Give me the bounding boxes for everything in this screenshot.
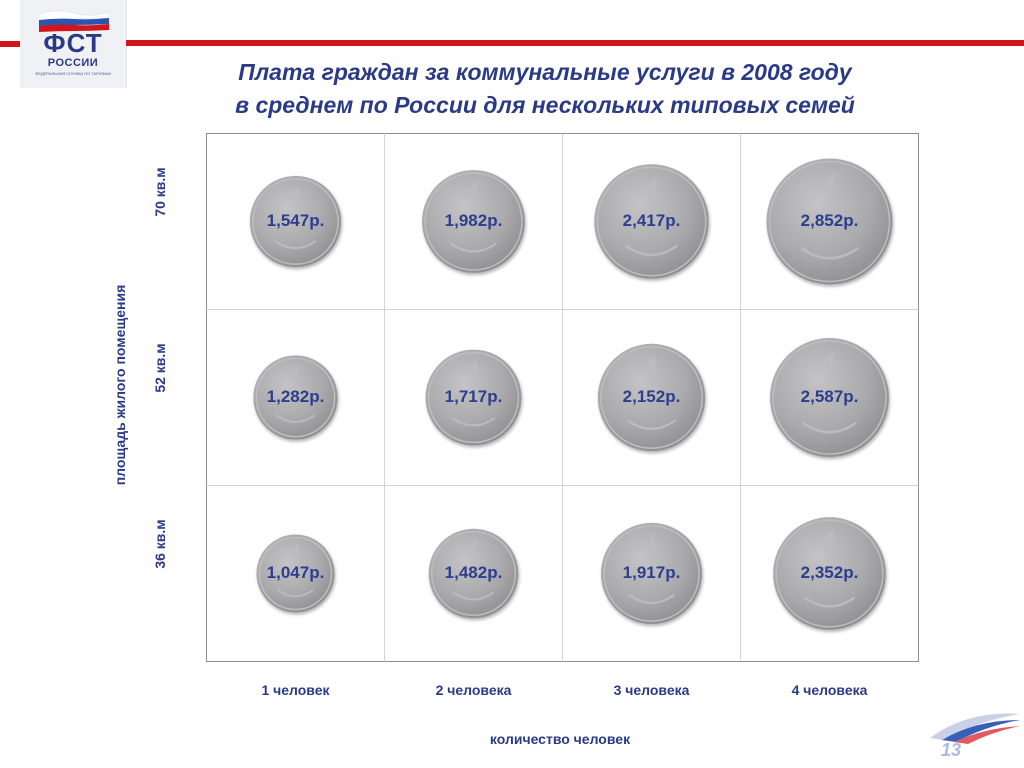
coin-emboss <box>800 247 859 260</box>
coin-circle <box>594 164 709 279</box>
coin-marker <box>773 517 886 630</box>
coin-emboss <box>450 242 497 253</box>
coin-marker <box>600 522 703 625</box>
coin-emboss <box>291 543 299 567</box>
swoosh-logo-icon <box>930 713 1020 744</box>
coin-marker <box>597 343 706 452</box>
value-label: 2,417р. <box>622 210 681 230</box>
coin-rim <box>258 536 333 611</box>
column-label: 4 человека <box>791 682 868 698</box>
coin-emboss <box>468 360 477 390</box>
coin-rim <box>596 166 707 277</box>
coin-rim <box>255 357 336 438</box>
coin-emboss <box>823 529 834 565</box>
page-number: 13 <box>940 740 962 760</box>
coin-rim <box>252 178 339 265</box>
x-axis-label: количество человек <box>489 731 631 747</box>
coin-rim <box>600 346 703 449</box>
coin-emboss <box>802 422 857 434</box>
y-axis-label: площадь жилого помещения <box>112 284 128 486</box>
value-label: 1,717р. <box>444 386 503 406</box>
coin-marker <box>428 528 519 619</box>
chart-title-block: Плата граждан за коммунальные услуги в 2… <box>150 56 940 122</box>
value-label: 2,587р. <box>800 386 859 406</box>
column-label: 1 человек <box>261 682 330 698</box>
logo-sub-text: РОССИИ <box>47 57 99 69</box>
row-label: 70 кв.м <box>152 166 168 217</box>
coin-emboss <box>823 172 834 211</box>
header-red-line <box>126 40 1024 46</box>
coin-emboss <box>290 185 299 214</box>
coin-circle <box>773 517 886 630</box>
coin-rim <box>427 351 520 444</box>
value-label: 1,047р. <box>266 562 325 582</box>
coin-emboss <box>646 534 655 566</box>
value-label: 1,917р. <box>622 562 681 582</box>
coin-emboss <box>453 591 494 601</box>
coin-emboss <box>291 364 299 391</box>
value-label: 2,352р. <box>800 562 859 582</box>
coin-emboss <box>468 181 477 213</box>
column-label: 2 человека <box>435 682 512 698</box>
coin-circle <box>770 338 889 457</box>
coin-circle <box>425 349 522 446</box>
coin-circle <box>597 343 706 452</box>
coin-marker <box>256 534 335 613</box>
coin-emboss <box>274 240 317 250</box>
coins-layer <box>249 158 893 630</box>
row-label: 52 кв.м <box>152 342 168 393</box>
value-label: 2,152р. <box>622 386 681 406</box>
coin-marker <box>594 164 709 279</box>
value-label: 2,852р. <box>800 210 859 230</box>
coin-circle <box>249 175 342 268</box>
coin-emboss <box>451 417 496 427</box>
coin-rim <box>424 172 523 271</box>
chart-subtitle: в среднем по России для нескольких типов… <box>235 92 855 118</box>
logo: ФСТ РОССИИ ФЕДЕРАЛЬНАЯ СЛУЖБА ПО ТАРИФАМ <box>20 0 127 88</box>
coin-rim <box>768 160 891 283</box>
coin-emboss <box>628 594 675 605</box>
coin-emboss <box>469 538 477 567</box>
coin-circle <box>256 534 335 613</box>
coin-marker <box>425 349 522 446</box>
value-label: 1,982р. <box>444 210 503 230</box>
coin-emboss <box>823 351 834 388</box>
coin-marker <box>422 170 525 273</box>
coin-marker <box>770 338 889 457</box>
coin-circle <box>600 522 703 625</box>
header-red-line-left <box>0 41 20 47</box>
coin-emboss <box>276 414 315 423</box>
flag-icon <box>39 10 109 32</box>
column-label: 3 человека <box>613 682 690 698</box>
coin-emboss <box>803 596 856 608</box>
coin-circle <box>422 170 525 273</box>
row-label: 36 кв.м <box>152 518 168 569</box>
coin-emboss <box>627 419 676 430</box>
chart-title: Плата граждан за коммунальные услуги в 2… <box>238 59 852 85</box>
coin-emboss <box>625 245 678 257</box>
coin-emboss <box>645 176 656 212</box>
logo-main-text: ФСТ <box>43 28 103 58</box>
coin-circle <box>253 355 338 440</box>
coin-rim <box>772 340 887 455</box>
coin-rim <box>775 519 884 628</box>
coin-marker <box>249 175 342 268</box>
coin-emboss <box>277 589 314 598</box>
logo-tagline: ФЕДЕРАЛЬНАЯ СЛУЖБА ПО ТАРИФАМ <box>35 71 111 76</box>
coin-circle <box>766 158 893 285</box>
value-label: 1,547р. <box>266 210 325 230</box>
grid-lines <box>206 133 919 662</box>
value-label: 1,482р. <box>444 562 503 582</box>
coin-circle <box>428 528 519 619</box>
coin-emboss <box>646 355 656 389</box>
value-label: 1,282р. <box>266 386 325 406</box>
coin-rim <box>603 525 700 622</box>
coin-rim <box>430 530 517 617</box>
coin-marker <box>766 158 893 285</box>
coin-marker <box>253 355 338 440</box>
